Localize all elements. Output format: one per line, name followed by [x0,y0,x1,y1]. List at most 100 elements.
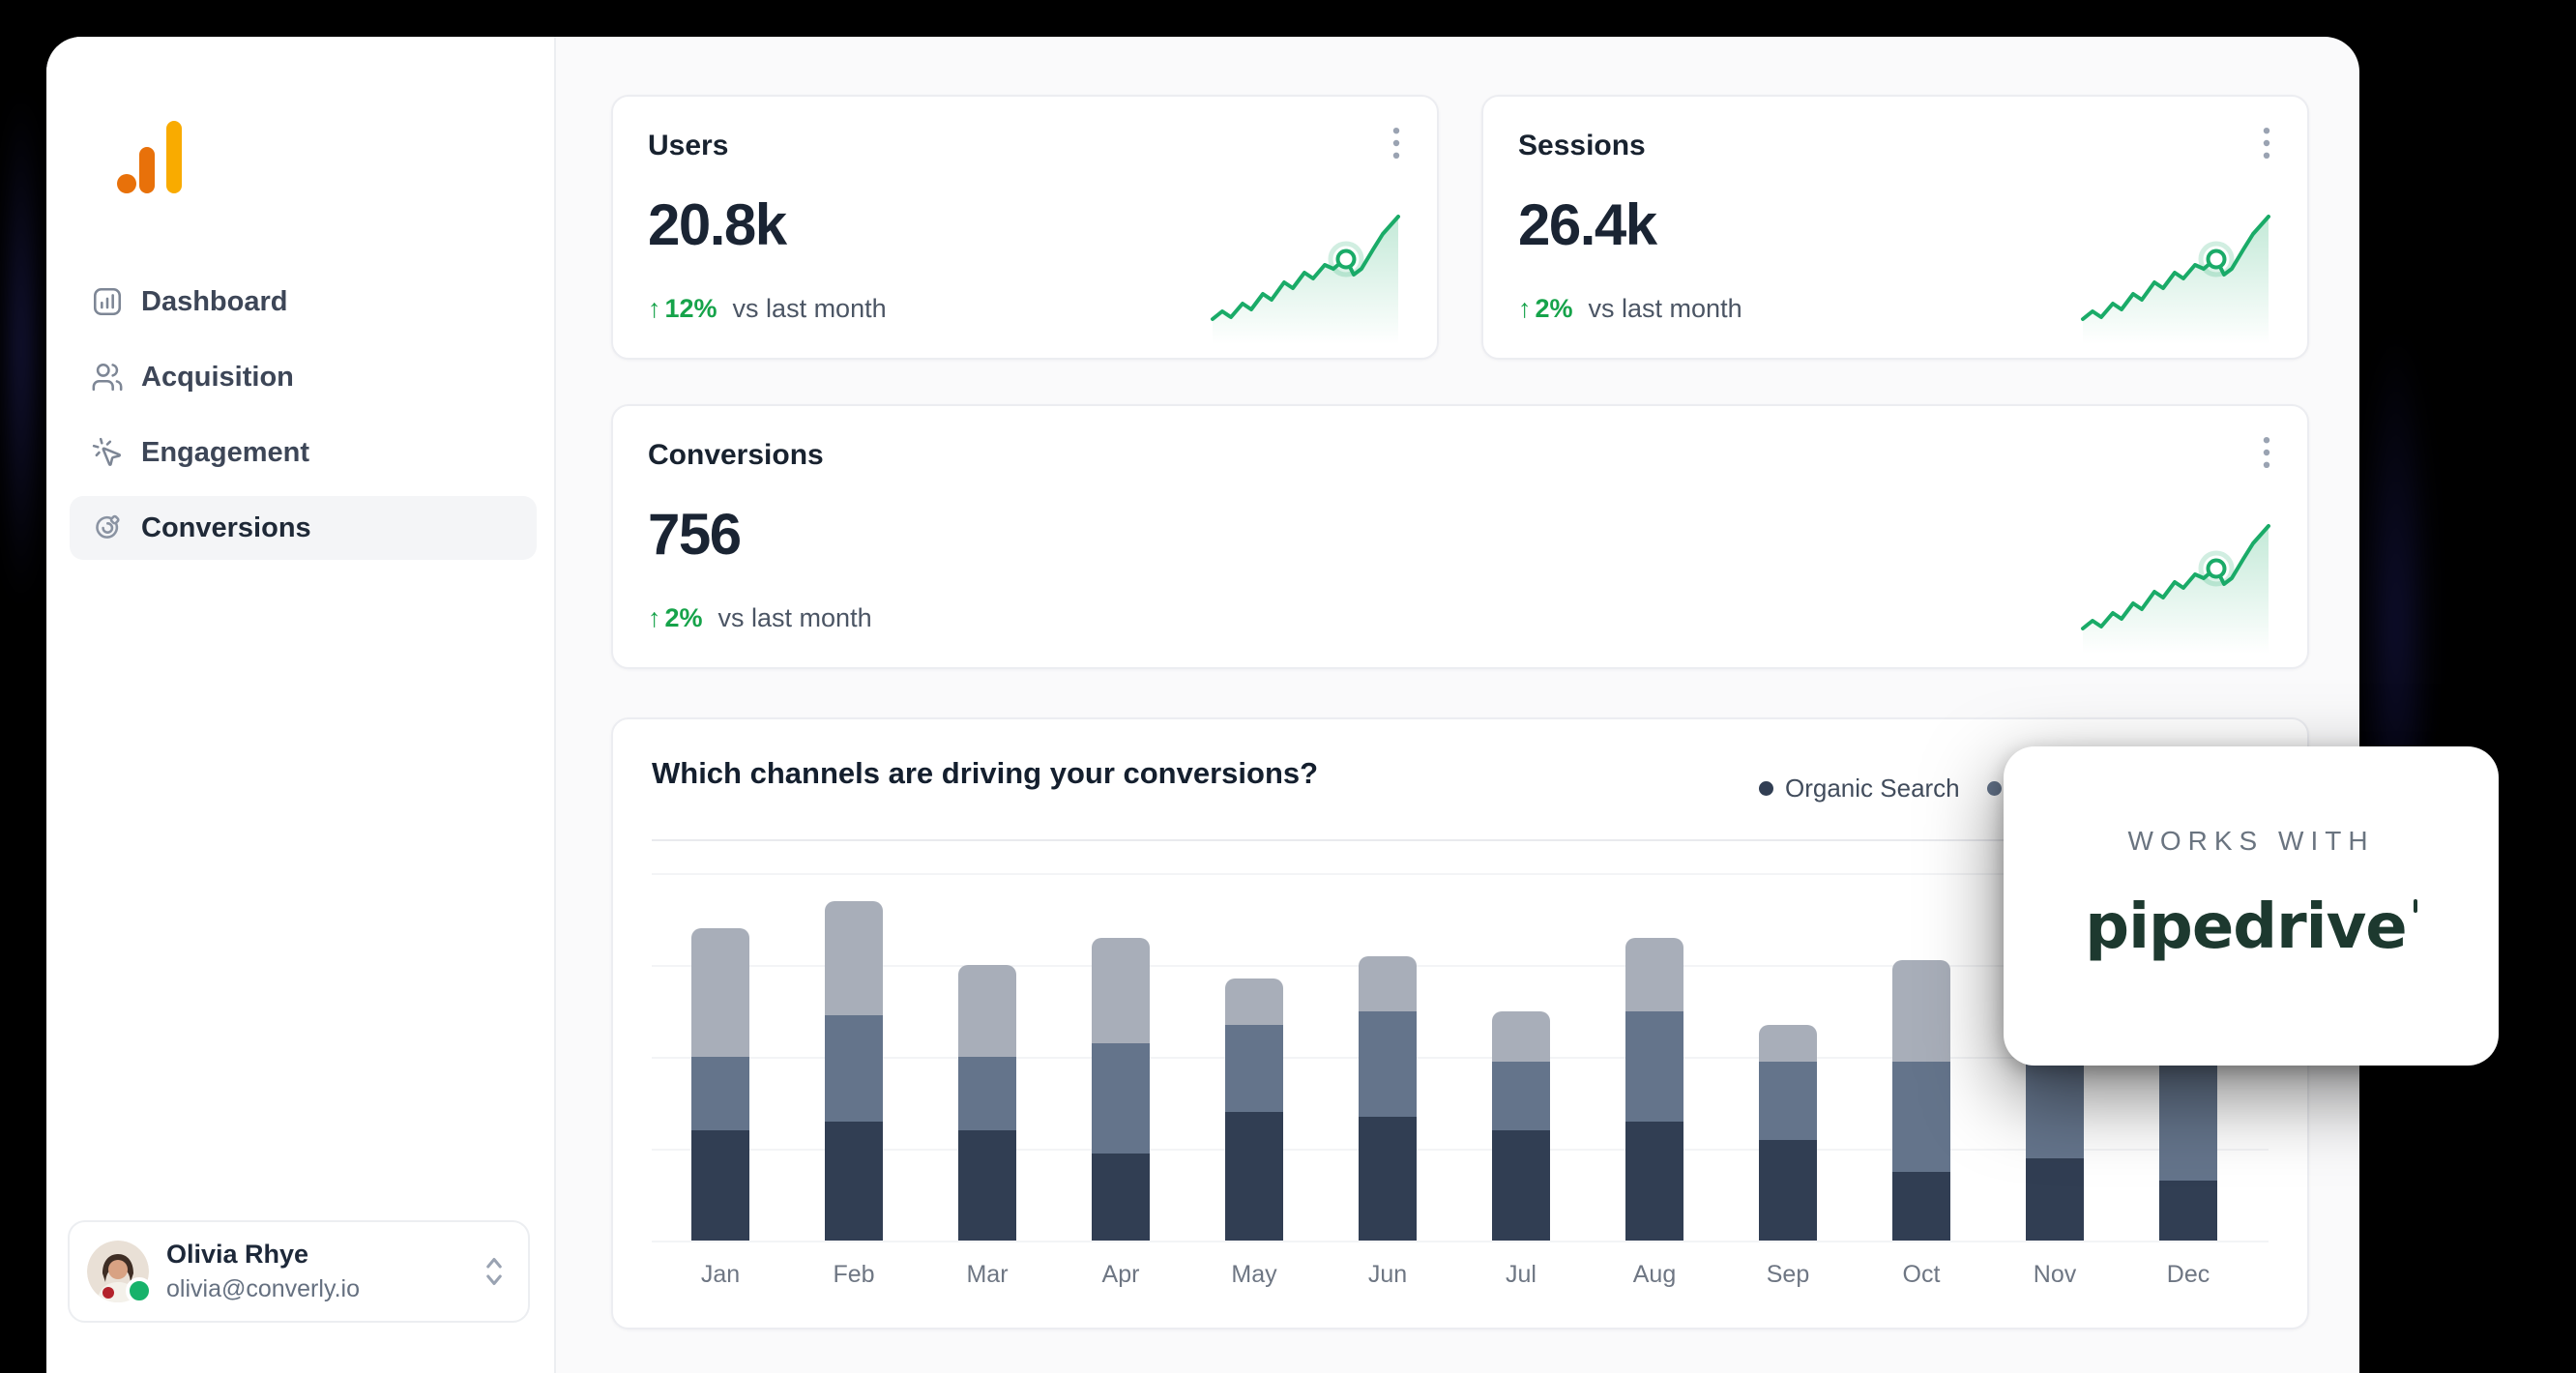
stat-card-users: Users 20.8k ↑ 12% vs last month [611,95,1439,360]
bar-segment [1092,937,1150,1043]
sidebar-item-label: Acquisition [141,361,294,393]
user-name: Olivia Rhye [166,1240,309,1269]
analytics-logo [46,37,259,249]
bar-segment [1492,1130,1550,1241]
bar-column-apr[interactable] [1092,937,1150,1241]
works-with-pipedrive-card: WORKS WITH pipedrive [2004,746,2499,1066]
app-window: Dashboard Acquisition Engagement [46,37,2359,1373]
bar-segment [825,1015,883,1122]
bar-column-oct[interactable] [1892,960,1950,1241]
card-header-divider [652,839,2269,841]
kebab-menu-icon[interactable] [1377,120,1416,166]
bar-segment [2159,1181,2217,1241]
gridline [652,965,2269,967]
works-with-label: WORKS WITH [2127,826,2375,856]
x-axis-label: Apr [1101,1261,1140,1288]
bar-segment [1225,979,1283,1025]
bar-segment [958,1130,1016,1241]
arrow-up-icon: ↑ [1518,294,1532,323]
sidebar-item-label: Engagement [141,436,310,468]
kebab-menu-icon[interactable] [2247,120,2286,166]
kebab-menu-icon[interactable] [2247,429,2286,476]
bar-column-aug[interactable] [1625,937,1683,1241]
sidebar-item-engagement[interactable]: Engagement [70,421,537,484]
x-axis-label: Oct [1902,1261,1941,1288]
bar-column-sep[interactable] [1759,1024,1817,1241]
delta-value: 2% [664,603,703,632]
bar-segment [1759,1024,1817,1062]
chevron-selector-icon[interactable] [480,1254,509,1289]
stat-title: Conversions [648,439,824,471]
pointer-click-icon [91,436,124,469]
sidebar-item-acquisition[interactable]: Acquisition [70,345,537,409]
bar-segment [1225,1024,1283,1112]
gridline [652,1057,2269,1059]
stat-value: 756 [648,502,742,567]
left-edge-glow [2,87,41,609]
stat-delta-row: ↑ 12% vs last month [648,294,887,324]
bar-segment [1759,1139,1817,1241]
bar-segment [958,1057,1016,1130]
sidebar-item-label: Conversions [141,511,311,543]
bar-segment [1892,1171,1950,1241]
delta-suffix: vs last month [732,294,887,323]
bar-segment [1092,1042,1150,1154]
stat-card-conversions: Conversions 756 ↑ 2% vs last month [611,404,2309,669]
legend-item[interactable]: Organic Search [1759,774,1960,803]
online-status-dot [126,1277,153,1304]
arrow-up-icon: ↑ [648,294,661,323]
bar-segment [691,1057,749,1130]
bar-segment [958,965,1016,1057]
sidebar-nav: Dashboard Acquisition Engagement [70,270,537,571]
goal-target-icon [91,511,124,544]
user-email: olivia@converly.io [166,1275,360,1302]
stat-delta-row: ↑ 2% vs last month [1518,294,1742,324]
trademark-tick [2413,899,2417,913]
sidebar-item-dashboard[interactable]: Dashboard [70,270,537,334]
bar-segment [1759,1061,1817,1140]
sparkline-sessions [2079,211,2272,344]
bar-segment [1359,955,1417,1011]
legend-item[interactable] [1986,781,2002,796]
bar-column-jul[interactable] [1492,1010,1550,1241]
x-axis-label: Jul [1506,1261,1537,1288]
user-profile-menu[interactable]: Olivia Rhye olivia@converly.io [68,1220,530,1323]
users-icon [91,361,124,394]
bar-segment [1892,960,1950,1062]
bar-column-may[interactable] [1225,979,1283,1241]
x-axis-label: Feb [833,1261,875,1288]
x-axis-label: Mar [966,1261,1009,1288]
bar-column-jan[interactable] [691,928,749,1241]
x-axis-label: Sep [1766,1261,1810,1288]
bar-chart-square-icon [91,285,124,318]
stat-title: Users [648,130,729,161]
gridline [652,873,2269,875]
bar-segment [691,928,749,1057]
stat-value: 26.4k [1518,192,1657,257]
legend-dot-icon [1759,781,1773,796]
bar-column-jun[interactable] [1359,955,1417,1241]
bar-segment [2159,1052,2217,1182]
bar-segment [1225,1112,1283,1241]
sidebar-item-label: Dashboard [141,285,288,317]
legend-dot-icon [1986,781,2002,796]
sidebar: Dashboard Acquisition Engagement [46,37,556,1373]
legend-label: Organic Search [1785,774,1960,803]
bar-column-mar[interactable] [958,965,1016,1241]
arrow-up-icon: ↑ [648,603,661,632]
bar-segment [1359,1010,1417,1117]
chart-title: Which channels are driving your conversi… [652,756,1319,790]
bar-segment [1092,1153,1150,1241]
chart-legend: Organic Search [1759,774,2002,803]
bar-segment [825,1121,883,1241]
pipedrive-logo: pipedrive [2004,891,2499,963]
delta-value: 12% [664,294,717,323]
logo-bar-mid [139,147,155,193]
x-axis-label: Dec [2166,1261,2210,1288]
sparkline-conversions [2079,520,2272,654]
delta-suffix: vs last month [1588,294,1742,323]
bar-column-feb[interactable] [825,900,883,1241]
sidebar-item-conversions[interactable]: Conversions [70,496,537,560]
x-axis-label: Nov [2033,1261,2077,1288]
